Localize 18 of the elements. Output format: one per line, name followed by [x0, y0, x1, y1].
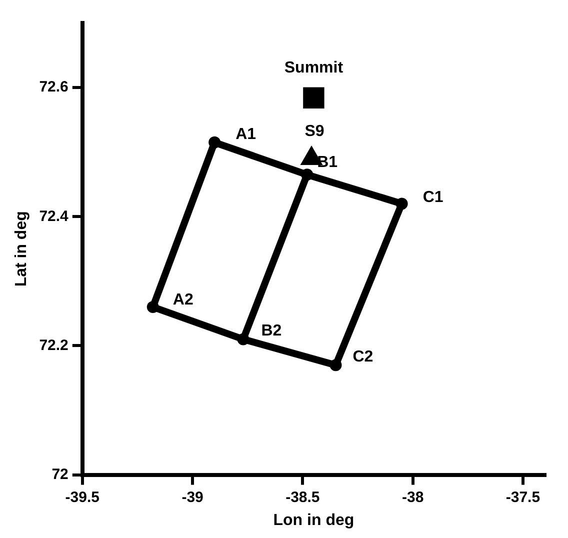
x-tick-label: -38.5 [286, 488, 320, 506]
annotation: S9 [304, 122, 324, 140]
x-tick-label: -38 [402, 488, 424, 506]
annotation: B2 [261, 322, 282, 340]
annotation: C2 [352, 348, 374, 366]
annotation: A1 [236, 126, 256, 143]
annotation: A2 [172, 291, 194, 308]
y-tick-label: 72.6 [39, 78, 68, 96]
y-tick-label: 72.2 [39, 336, 68, 354]
y-tick-label: 72.4 [39, 208, 70, 225]
x-tick-label: -39.5 [65, 488, 100, 506]
annotation: Summit [284, 59, 344, 76]
y-axis-title: Lat in deg [13, 211, 30, 287]
x-axis-title: Lon in deg [273, 512, 354, 529]
x-tick-label: -39 [182, 488, 204, 506]
y-tick-label: 72 [52, 466, 68, 483]
annotation: C1 [422, 189, 444, 206]
x-tick-label: -37.5 [506, 488, 540, 506]
